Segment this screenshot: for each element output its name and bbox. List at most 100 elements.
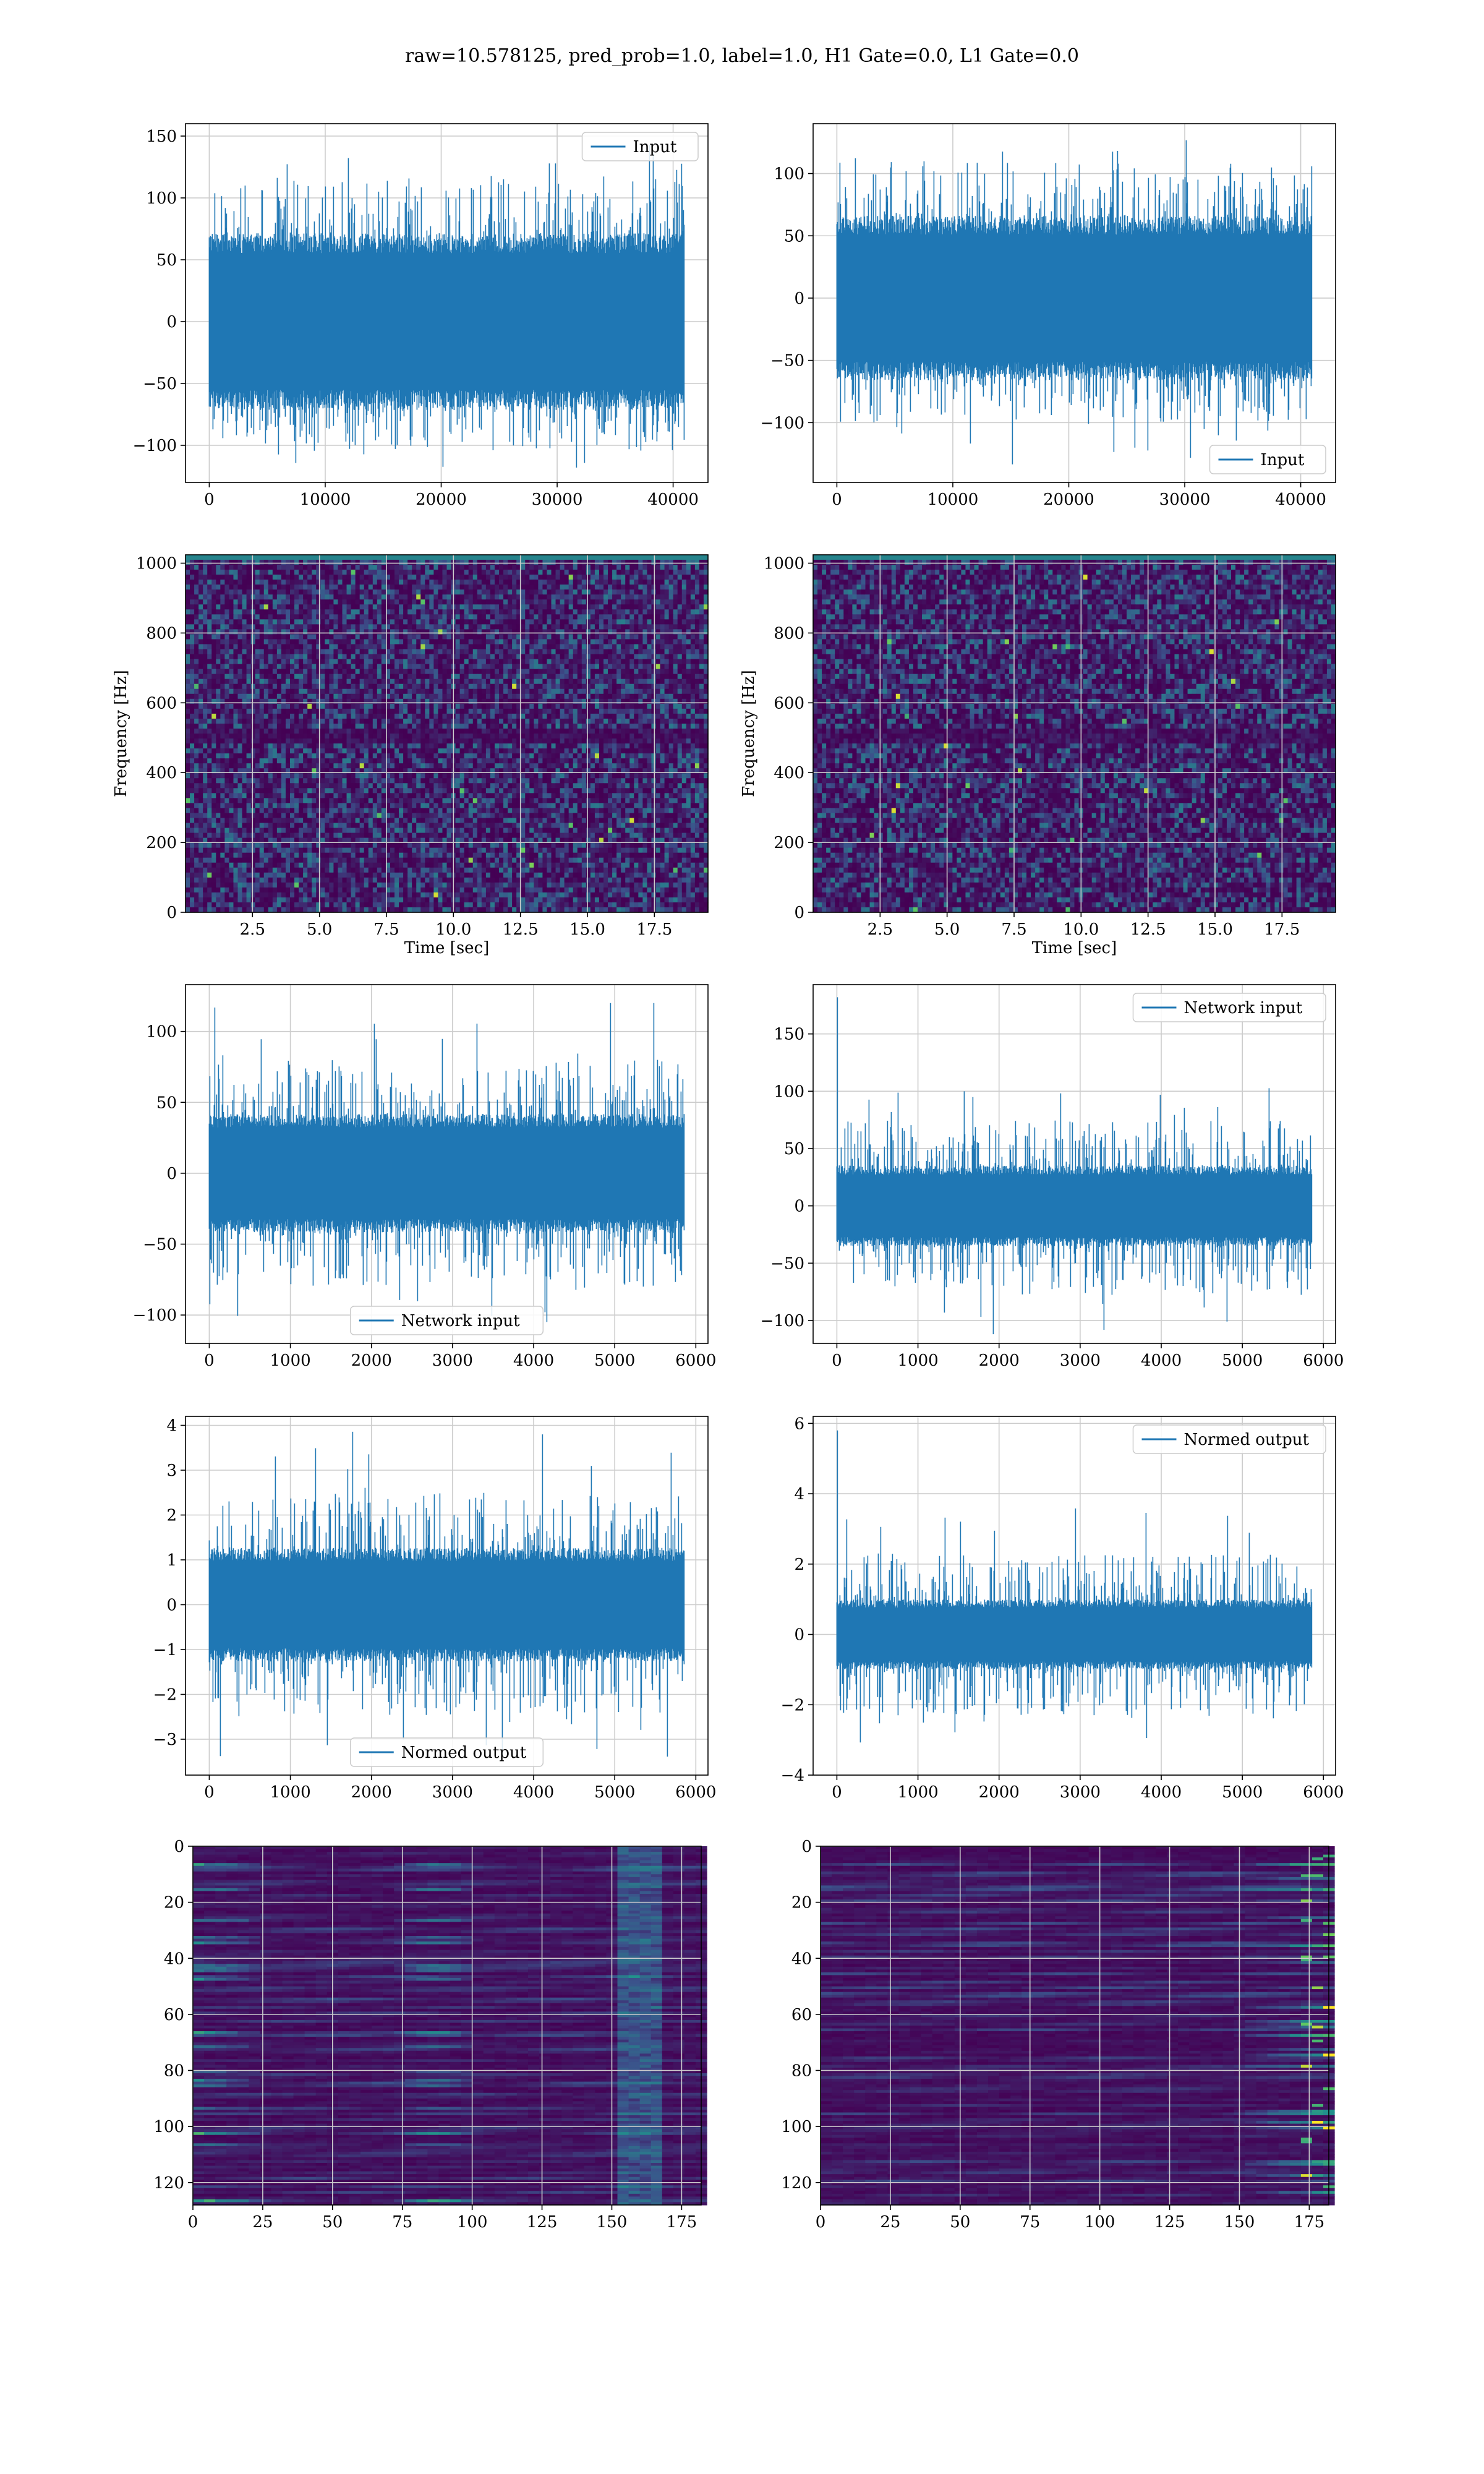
heatmap-cell bbox=[542, 580, 547, 585]
heatmap-cell bbox=[233, 580, 238, 585]
heatmap-cell bbox=[682, 565, 687, 570]
heatmap-cell bbox=[198, 580, 203, 585]
heatmap-cell bbox=[433, 584, 438, 590]
heatmap-cell bbox=[582, 560, 587, 565]
heatmap-cell bbox=[403, 570, 408, 575]
heatmap-cell bbox=[682, 589, 687, 595]
heatmap-cell bbox=[656, 570, 661, 575]
heatmap-cell bbox=[251, 589, 256, 595]
heatmap-cells bbox=[186, 555, 709, 913]
heatmap-cell bbox=[599, 575, 604, 580]
heatmap-cell bbox=[651, 560, 656, 565]
heatmap-cell bbox=[277, 594, 282, 600]
heatmap-cell bbox=[207, 594, 212, 600]
heatmap-cell bbox=[556, 580, 561, 585]
y-tick-label: 100 bbox=[146, 189, 177, 208]
heatmap-cell bbox=[529, 555, 534, 560]
heatmap-cell bbox=[473, 560, 478, 565]
heatmap-cell bbox=[377, 555, 382, 560]
heatmap-cell bbox=[447, 589, 452, 595]
heatmap-cell bbox=[255, 575, 260, 580]
heatmap-cell bbox=[299, 584, 304, 590]
heatmap-cell bbox=[586, 580, 591, 585]
heatmap-cell bbox=[425, 594, 430, 600]
heatmap-cell bbox=[534, 580, 539, 585]
heatmap-cell bbox=[490, 589, 495, 595]
heatmap-cell bbox=[238, 555, 243, 560]
heatmap-cell bbox=[599, 589, 604, 595]
heatmap-cell bbox=[560, 570, 565, 575]
series-line bbox=[209, 145, 684, 468]
heatmap-cell bbox=[382, 555, 386, 560]
heatmap-cell bbox=[268, 589, 273, 595]
heatmap-cell bbox=[534, 560, 539, 565]
heatmap-cell bbox=[390, 565, 395, 570]
heatmap-cell bbox=[312, 594, 317, 600]
heatmap-cell bbox=[447, 560, 452, 565]
heatmap-cell bbox=[682, 555, 687, 560]
heatmap-cell bbox=[233, 589, 238, 595]
heatmap-cell bbox=[486, 584, 491, 590]
heatmap-cell bbox=[394, 555, 399, 560]
heatmap-cell bbox=[343, 584, 348, 590]
heatmap-cell bbox=[186, 570, 190, 575]
heatmap-cell bbox=[686, 575, 691, 580]
heatmap-cell bbox=[277, 575, 282, 580]
heatmap-cell bbox=[642, 580, 647, 585]
heatmap-cell bbox=[433, 570, 438, 575]
heatmap-cell bbox=[477, 575, 482, 580]
heatmap-cell bbox=[508, 555, 513, 560]
heatmap-cell bbox=[420, 584, 425, 590]
heatmap-cell bbox=[473, 555, 478, 560]
heatmap-cell bbox=[573, 589, 578, 595]
heatmap-cell bbox=[695, 565, 700, 570]
heatmap-cell bbox=[407, 560, 412, 565]
heatmap-cell bbox=[320, 594, 325, 600]
heatmap-cell bbox=[320, 584, 325, 590]
heatmap-cell bbox=[578, 580, 582, 585]
heatmap-cell bbox=[360, 594, 365, 600]
heatmap-cell bbox=[460, 589, 465, 595]
heatmap-cell bbox=[290, 594, 295, 600]
heatmap-cell bbox=[333, 584, 338, 590]
heatmap-cell bbox=[303, 580, 308, 585]
heatmap-cell bbox=[682, 570, 687, 575]
heatmap-cell bbox=[538, 560, 543, 565]
heatmap-cell bbox=[320, 589, 325, 595]
heatmap-cell bbox=[303, 560, 308, 565]
y-tick-label: 50 bbox=[784, 227, 804, 246]
heatmap-cell bbox=[560, 584, 565, 590]
heatmap-cell bbox=[651, 570, 656, 575]
heatmap-cell bbox=[512, 589, 517, 595]
heatmap-cell bbox=[638, 560, 643, 565]
heatmap-cell bbox=[647, 575, 652, 580]
heatmap-cell bbox=[351, 570, 356, 575]
heatmap-cell bbox=[325, 560, 330, 565]
heatmap-cell bbox=[525, 565, 530, 570]
heatmap-cell bbox=[390, 584, 395, 590]
heatmap-cell bbox=[477, 560, 482, 565]
heatmap-cell bbox=[603, 555, 608, 560]
heatmap-cell bbox=[403, 580, 408, 585]
heatmap-cell bbox=[678, 589, 683, 595]
heatmap-cell bbox=[347, 589, 352, 595]
heatmap-cell bbox=[651, 555, 656, 560]
legend: Input bbox=[582, 132, 699, 161]
heatmap-cell bbox=[369, 594, 373, 600]
heatmap-cell bbox=[512, 565, 517, 570]
heatmap-cell bbox=[503, 575, 508, 580]
heatmap-cell bbox=[394, 560, 399, 565]
heatmap-cell bbox=[442, 575, 447, 580]
heatmap-cell bbox=[373, 589, 378, 595]
heatmap-cell bbox=[552, 589, 556, 595]
heatmap-cell bbox=[316, 570, 321, 575]
heatmap-cell bbox=[260, 565, 265, 570]
heatmap-cell bbox=[429, 565, 434, 570]
heatmap-cell bbox=[547, 589, 552, 595]
heatmap-cell bbox=[407, 570, 412, 575]
heatmap-cell bbox=[538, 584, 543, 590]
heatmap-cell bbox=[382, 570, 386, 575]
heatmap-cell bbox=[338, 580, 343, 585]
heatmap-cell bbox=[503, 584, 508, 590]
heatmap-cell bbox=[260, 570, 265, 575]
